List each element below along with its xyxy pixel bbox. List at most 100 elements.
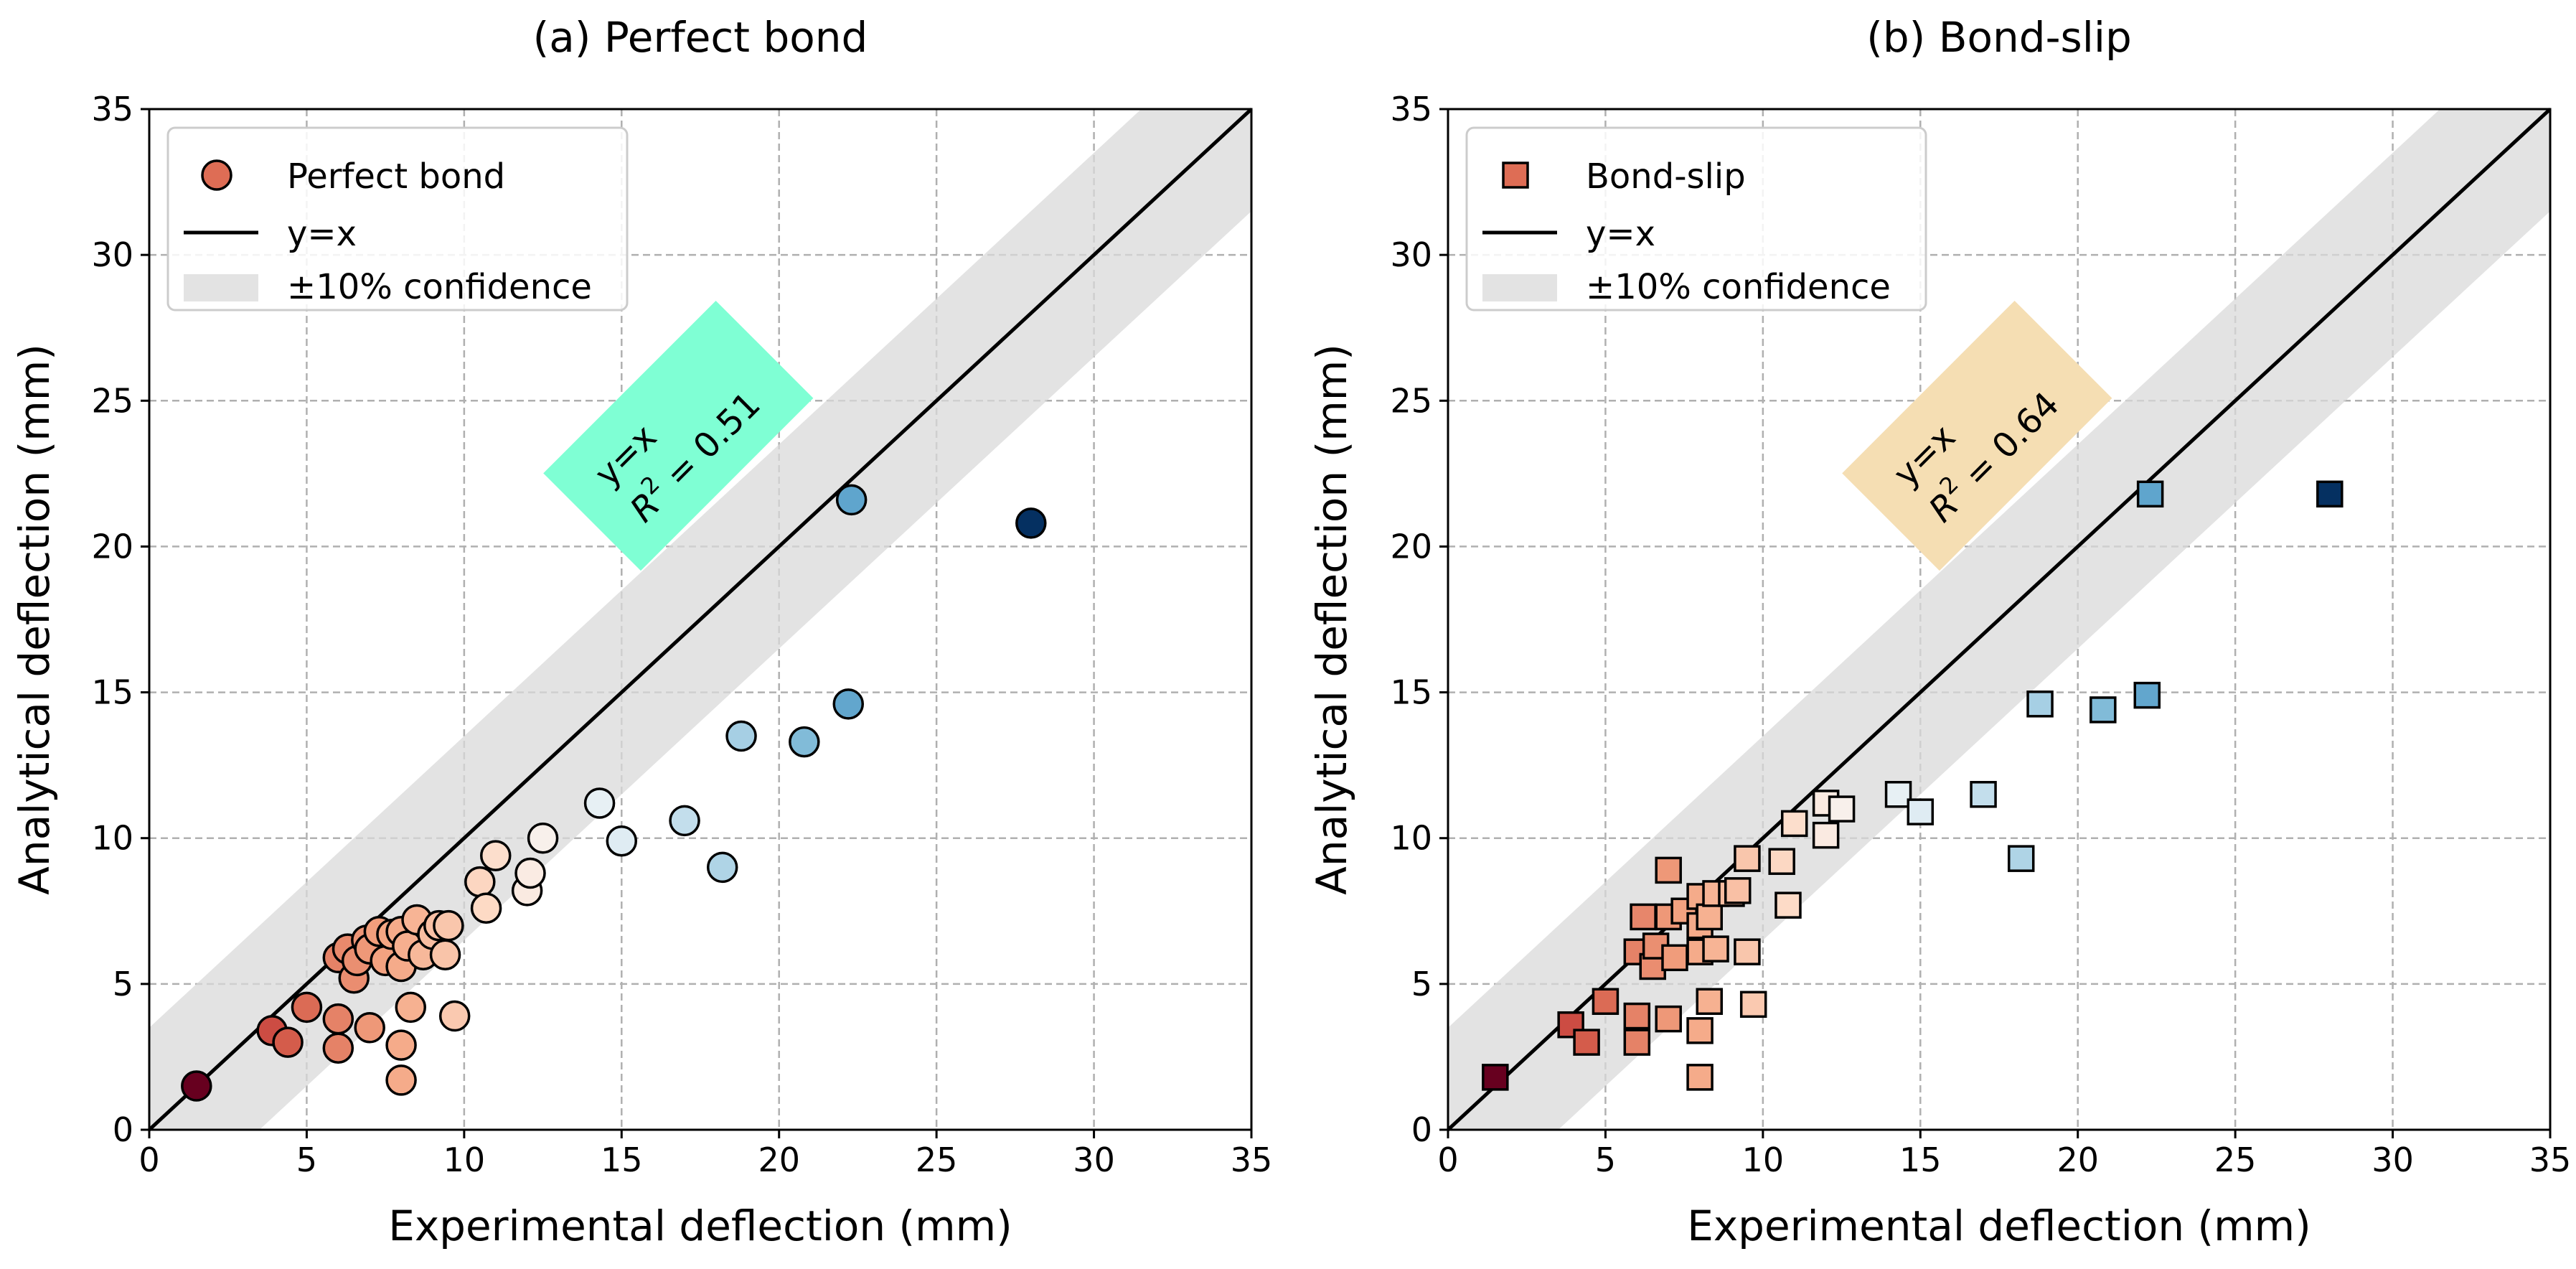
data-point xyxy=(1696,988,1724,1015)
data-point xyxy=(438,1000,471,1032)
data-point xyxy=(291,991,323,1024)
data-point xyxy=(1686,1017,1714,1044)
data-point xyxy=(2007,845,2035,872)
data-point xyxy=(527,822,559,854)
data-point xyxy=(1907,798,1935,825)
data-point xyxy=(1655,1005,1682,1033)
data-point xyxy=(514,857,546,889)
x-tick-label: 20 xyxy=(758,1141,800,1179)
x-tick-label: 15 xyxy=(1899,1141,1942,1179)
data-point xyxy=(669,805,700,837)
data-point xyxy=(1592,988,1620,1015)
data-point xyxy=(464,866,496,898)
x-tick-label: 35 xyxy=(1231,1141,1273,1179)
data-point xyxy=(1661,944,1688,972)
data-point xyxy=(385,1064,417,1096)
y-tick-label: 5 xyxy=(1411,965,1432,1003)
axes-frame xyxy=(148,108,1253,1131)
data-point xyxy=(1482,1064,1509,1091)
legend-label: Perfect bond xyxy=(287,156,505,197)
legend-label: Bond-slip xyxy=(1586,156,1746,197)
data-point xyxy=(789,726,820,758)
annotation-box xyxy=(543,300,814,571)
x-tick-label: 15 xyxy=(601,1141,643,1179)
data-points xyxy=(1482,480,2344,1091)
y-tick-label: 10 xyxy=(1390,819,1432,858)
x-tick-label: 30 xyxy=(1073,1141,1115,1179)
data-point xyxy=(1623,1002,1651,1030)
data-point xyxy=(1630,903,1657,931)
annotation-box xyxy=(1842,300,2112,571)
legend: Bond-slip y=x ±10% confidence xyxy=(1465,126,1927,312)
y-tick-label: 30 xyxy=(91,235,133,274)
y-tick-label: 30 xyxy=(1390,235,1432,274)
data-point xyxy=(1557,1011,1584,1039)
data-point xyxy=(1573,1029,1600,1056)
data-point xyxy=(1696,903,1724,931)
data-point xyxy=(583,787,616,819)
data-point xyxy=(1015,507,1047,539)
y-tick-label: 25 xyxy=(1390,381,1432,420)
data-point xyxy=(272,1026,304,1058)
x-tick-label: 5 xyxy=(296,1141,317,1179)
data-point xyxy=(2026,690,2054,718)
y-tick-label: 25 xyxy=(91,381,133,420)
data-point xyxy=(2316,480,2344,508)
data-point xyxy=(1774,891,1802,919)
y-tick-label: 5 xyxy=(113,965,133,1003)
legend-box xyxy=(166,126,629,312)
data-point xyxy=(1884,781,1912,808)
data-point xyxy=(1739,991,1767,1019)
data-point xyxy=(832,688,865,720)
legend-band xyxy=(184,274,258,301)
legend-marker xyxy=(201,159,232,191)
legend-label: y=x xyxy=(1586,214,1655,254)
legend-label: ±10% confidence xyxy=(1586,267,1891,307)
data-point xyxy=(470,892,502,924)
r-squared-annotation: y=xR2 = 0.51 xyxy=(543,300,814,571)
y-tick-label: 10 xyxy=(91,819,133,858)
data-point xyxy=(835,484,868,516)
data-point xyxy=(385,1029,417,1061)
x-tick-label: 10 xyxy=(443,1141,486,1179)
x-axis-label: Experimental deflection (mm) xyxy=(388,1202,1012,1250)
y-tick-label: 15 xyxy=(1390,673,1432,712)
y-tick-label: 0 xyxy=(113,1110,133,1149)
x-tick-label: 20 xyxy=(2056,1141,2099,1179)
data-point xyxy=(2133,681,2161,709)
y-axis-label: Analytical deflection (mm) xyxy=(10,344,59,895)
legend-box xyxy=(1465,126,1927,312)
data-point xyxy=(1812,821,1840,849)
data-point xyxy=(479,840,512,871)
data-point xyxy=(725,720,757,752)
data-point xyxy=(1768,848,1795,875)
data-point xyxy=(1686,1064,1714,1091)
data-point xyxy=(429,939,461,970)
legend-label: y=x xyxy=(287,214,357,254)
y-tick-label: 35 xyxy=(91,90,133,128)
ticks: 0 5 10 15 20 25 30 35 0 5 10 15 20 25 30 35 xyxy=(1390,90,2571,1179)
x-tick-label: 25 xyxy=(916,1141,958,1179)
data-point xyxy=(1655,856,1682,884)
x-tick-label: 10 xyxy=(1742,1141,1785,1179)
data-point xyxy=(2136,480,2164,508)
data-point xyxy=(1702,935,1729,963)
legend: Perfect bond y=x ±10% confidence xyxy=(166,126,629,312)
data-point xyxy=(1734,938,1761,965)
chart-title: (b) Bond-slip xyxy=(1866,13,2132,62)
y-tick-label: 15 xyxy=(91,673,133,712)
ticks: 0 5 10 15 20 25 30 35 0 5 10 15 20 25 30 35 xyxy=(91,90,1272,1179)
x-tick-label: 5 xyxy=(1595,1141,1616,1179)
x-tick-label: 0 xyxy=(138,1141,159,1179)
data-point xyxy=(2090,696,2117,724)
data-point xyxy=(1970,781,1997,808)
y-tick-label: 20 xyxy=(1390,527,1432,566)
chart-panel-a: (a) Perfect bond 0 5 10 15 20 25 30 35 0 5 10 15 20 25… xyxy=(10,13,1272,1250)
x-axis-label: Experimental deflection (mm) xyxy=(1687,1202,2311,1250)
legend-label: ±10% confidence xyxy=(287,267,592,307)
x-tick-label: 0 xyxy=(1437,1141,1458,1179)
x-tick-label: 30 xyxy=(2371,1141,2414,1179)
data-point xyxy=(1724,877,1752,904)
x-tick-label: 25 xyxy=(2214,1141,2257,1179)
